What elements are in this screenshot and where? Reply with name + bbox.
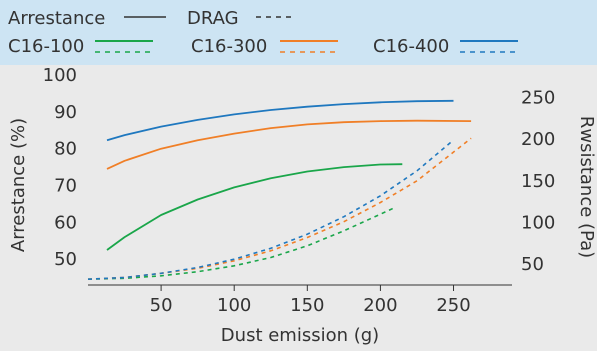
y-left-tick-label: 90 bbox=[54, 102, 77, 123]
x-tick-label: 50 bbox=[150, 295, 173, 316]
y-right-tick-label: 250 bbox=[521, 88, 555, 109]
series-line-c16-400-arrestance bbox=[106, 99, 454, 142]
y-left-tick-label: 80 bbox=[54, 139, 77, 160]
legend: Arrestance DRAG C16-100 C16-300 C16-400 bbox=[0, 0, 597, 65]
y-axis-right-label: Rwsistance (Pa) bbox=[576, 116, 597, 258]
series-line-c16-300-arrestance bbox=[106, 119, 472, 170]
y-right-tick-label: 150 bbox=[521, 171, 555, 192]
legend-series-c16-300-label: C16-300 bbox=[191, 36, 267, 57]
series-line-c16-400-drag bbox=[87, 141, 452, 280]
legend-background bbox=[0, 0, 597, 65]
x-axis-ticks: 50 100 150 200 250 bbox=[150, 285, 471, 316]
x-tick-label: 200 bbox=[363, 295, 397, 316]
legend-series-c16-100-label: C16-100 bbox=[8, 36, 84, 57]
y-right-tick-label: 50 bbox=[521, 254, 544, 275]
x-tick-label: 100 bbox=[217, 295, 251, 316]
plot-series bbox=[87, 99, 472, 280]
series-line-c16-100-arrestance bbox=[106, 163, 403, 251]
x-tick-label: 150 bbox=[290, 295, 324, 316]
axes: 50 100 150 200 250 50 60 70 80 90 100 50 100 150 200… bbox=[8, 65, 597, 346]
y-left-tick-label: 70 bbox=[54, 176, 77, 197]
y-right-tick-label: 100 bbox=[521, 213, 555, 234]
x-axis-label: Dust emission (g) bbox=[221, 325, 379, 346]
legend-style-drag-label: DRAG bbox=[187, 8, 239, 29]
y-axis-left-label: Arrestance (%) bbox=[8, 118, 29, 252]
series-line-c16-300-drag bbox=[87, 137, 472, 280]
y-left-tick-label: 60 bbox=[54, 212, 77, 233]
y-right-tick-label: 200 bbox=[521, 129, 555, 150]
x-tick-label: 250 bbox=[436, 295, 470, 316]
y-axis-right-ticks: 50 100 150 200 250 bbox=[521, 88, 555, 276]
y-left-tick-label: 100 bbox=[43, 65, 77, 86]
y-axis-left-ticks: 50 60 70 80 90 100 bbox=[43, 65, 77, 270]
legend-series-c16-400-label: C16-400 bbox=[373, 36, 449, 57]
y-left-tick-label: 50 bbox=[54, 249, 77, 270]
legend-style-arrestance-label: Arrestance bbox=[8, 8, 105, 29]
series-line-c16-100-drag bbox=[87, 206, 396, 280]
